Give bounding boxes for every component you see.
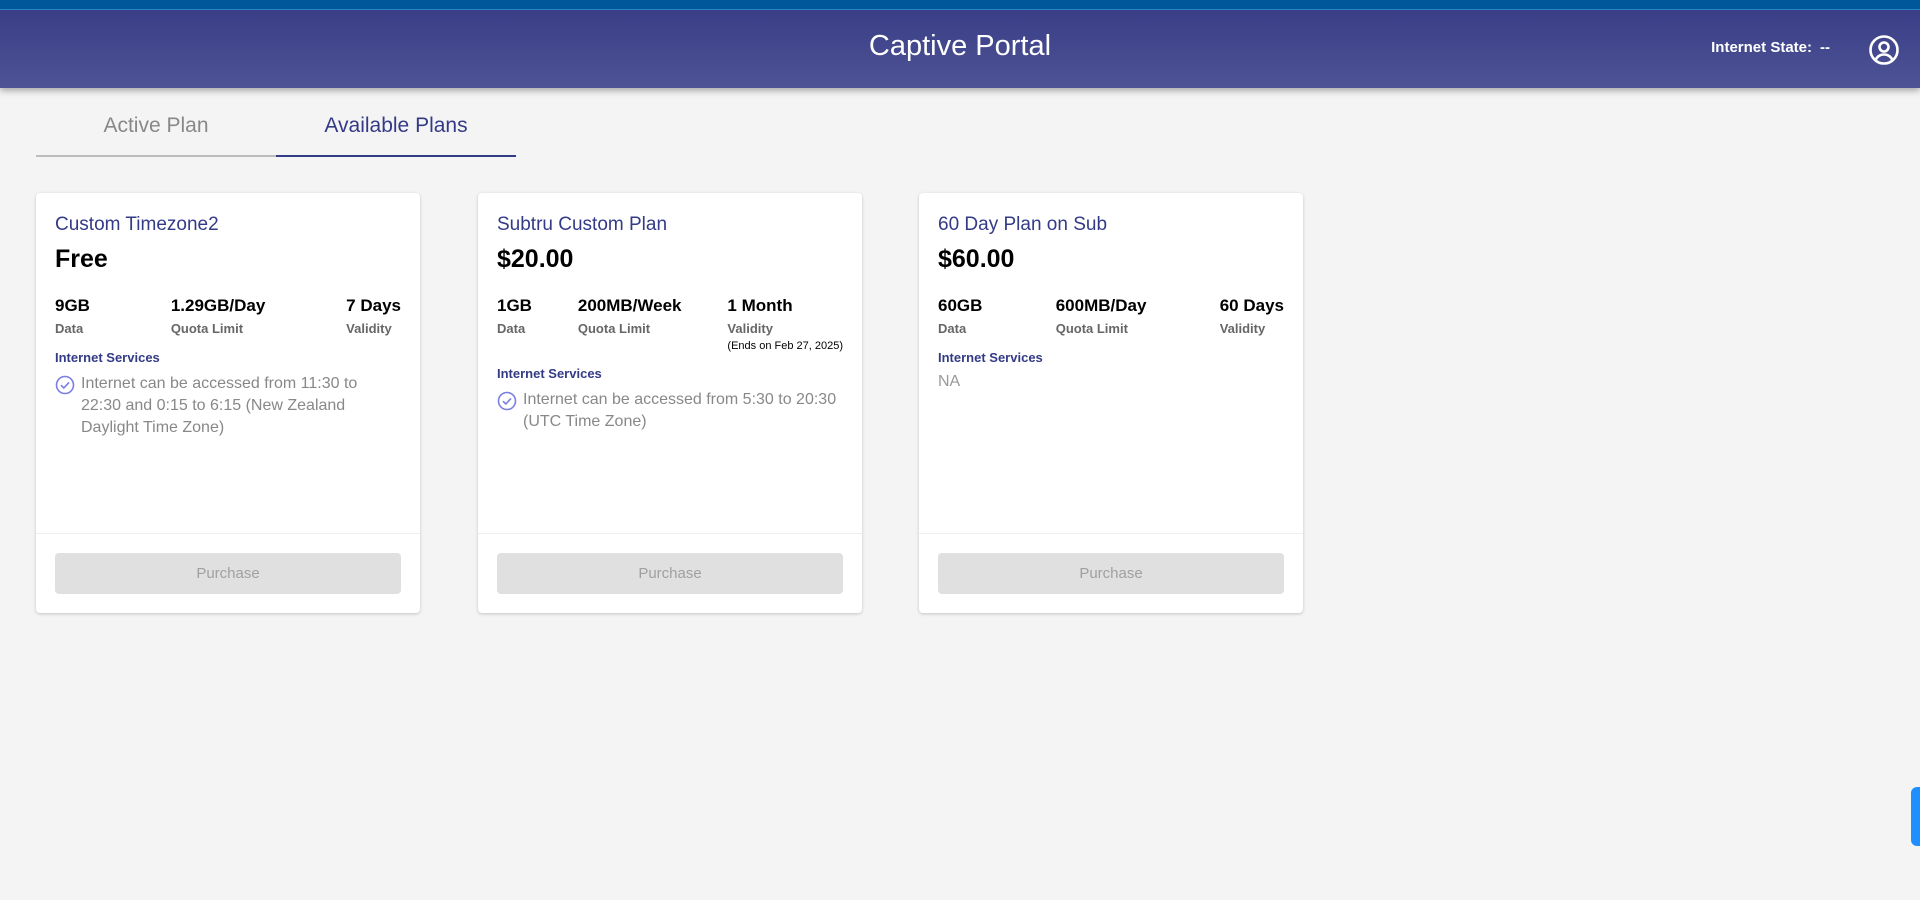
stat-label: Quota Limit: [1055, 321, 1128, 336]
plan-price: $60.00: [938, 245, 1015, 273]
stat-data: 1GB Data: [497, 296, 532, 352]
stat-value: 200MB/Week: [577, 296, 682, 315]
purchase-button[interactable]: Purchase: [938, 553, 1284, 594]
plan-stats: 1GB Data 200MB/Week Quota Limit 1 Month Val…: [497, 296, 843, 352]
stat-value: 9GB: [55, 296, 90, 315]
user-account-icon[interactable]: [1868, 34, 1900, 66]
plan-card: Custom Timezone2 Free 9GB Data 1.29GB/Day…: [36, 193, 420, 613]
stat-quota: 200MB/Week Quota Limit: [578, 296, 682, 352]
plan-stats: 9GB Data 1.29GB/Day Quota Limit 7 Days Vali…: [55, 296, 401, 336]
internet-state-label: Internet State:: [1711, 39, 1812, 56]
stat-value: 60GB: [938, 296, 983, 315]
card-divider: [919, 533, 1303, 534]
services-heading: Internet Services: [497, 366, 602, 381]
purchase-button[interactable]: Purchase: [497, 553, 843, 594]
stat-value: 7 Days: [346, 296, 401, 315]
stat-validity: 60 Days Validity: [1220, 296, 1284, 336]
stat-validity: 1 Month Validity (Ends on Feb 27, 2025): [727, 296, 843, 352]
stat-validity: 7 Days Validity: [346, 296, 401, 336]
stat-label: Validity: [346, 321, 392, 336]
stat-quota: 600MB/Day Quota Limit: [1056, 296, 1147, 336]
plan-price: $20.00: [497, 245, 574, 273]
tab-active-plan[interactable]: Active Plan: [36, 105, 276, 157]
purchase-button[interactable]: Purchase: [55, 553, 401, 594]
no-services: NA: [938, 373, 961, 390]
plan-stats: 60GB Data 600MB/Day Quota Limit 60 Days Val…: [938, 296, 1284, 336]
stat-label: Quota Limit: [577, 321, 651, 336]
stat-value: 1 Month: [727, 296, 793, 315]
plan-tabs: Active Plan Available Plans: [36, 105, 516, 157]
stat-value: 600MB/Day: [1055, 296, 1147, 315]
card-divider: [478, 533, 862, 534]
plan-card: Subtru Custom Plan $20.00 1GB Data 200MB/…: [478, 193, 862, 613]
stat-value: 1.29GB/Day: [170, 296, 266, 315]
check-circle-icon: [55, 375, 75, 395]
service-item: Internet can be accessed from 5:30 to 20…: [497, 389, 843, 433]
top-band: [0, 0, 1920, 10]
validity-end-date: (Ends on Feb 27, 2025): [727, 340, 843, 352]
stat-label: Data: [497, 321, 526, 336]
stat-value: 60 Days: [1219, 296, 1284, 315]
card-divider: [36, 533, 420, 534]
internet-state: Internet State: --: [1711, 39, 1830, 56]
internet-state-value: --: [1820, 39, 1830, 56]
side-feedback-tab[interactable]: [1911, 787, 1920, 846]
service-text: Internet can be accessed from 11:30 to 2…: [81, 375, 358, 436]
tab-available-plans[interactable]: Available Plans: [276, 105, 516, 157]
stat-label: Validity: [727, 321, 773, 336]
stat-value: 1GB: [497, 296, 532, 315]
plan-name: Subtru Custom Plan: [497, 214, 668, 235]
stat-label: Validity: [1219, 321, 1266, 336]
plan-price: Free: [55, 245, 108, 273]
plan-name: 60 Day Plan on Sub: [938, 214, 1108, 235]
plan-name: Custom Timezone2: [55, 214, 219, 235]
stat-data: 60GB Data: [938, 296, 982, 336]
stat-data: 9GB Data: [55, 296, 90, 336]
plan-card: 60 Day Plan on Sub $60.00 60GB Data 600MB…: [919, 193, 1303, 613]
app-header: Captive Portal Internet State: --: [0, 10, 1920, 88]
stat-label: Data: [55, 321, 84, 336]
stat-quota: 1.29GB/Day Quota Limit: [171, 296, 266, 336]
check-circle-icon: [497, 391, 517, 411]
services-heading: Internet Services: [938, 350, 1043, 365]
page-title: Captive Portal: [868, 30, 1052, 62]
stat-label: Quota Limit: [170, 321, 244, 336]
services-heading: Internet Services: [55, 350, 160, 365]
stat-label: Data: [938, 321, 967, 336]
service-item: Internet can be accessed from 11:30 to 2…: [55, 373, 401, 439]
service-text: Internet can be accessed from 5:30 to 20…: [523, 391, 837, 430]
